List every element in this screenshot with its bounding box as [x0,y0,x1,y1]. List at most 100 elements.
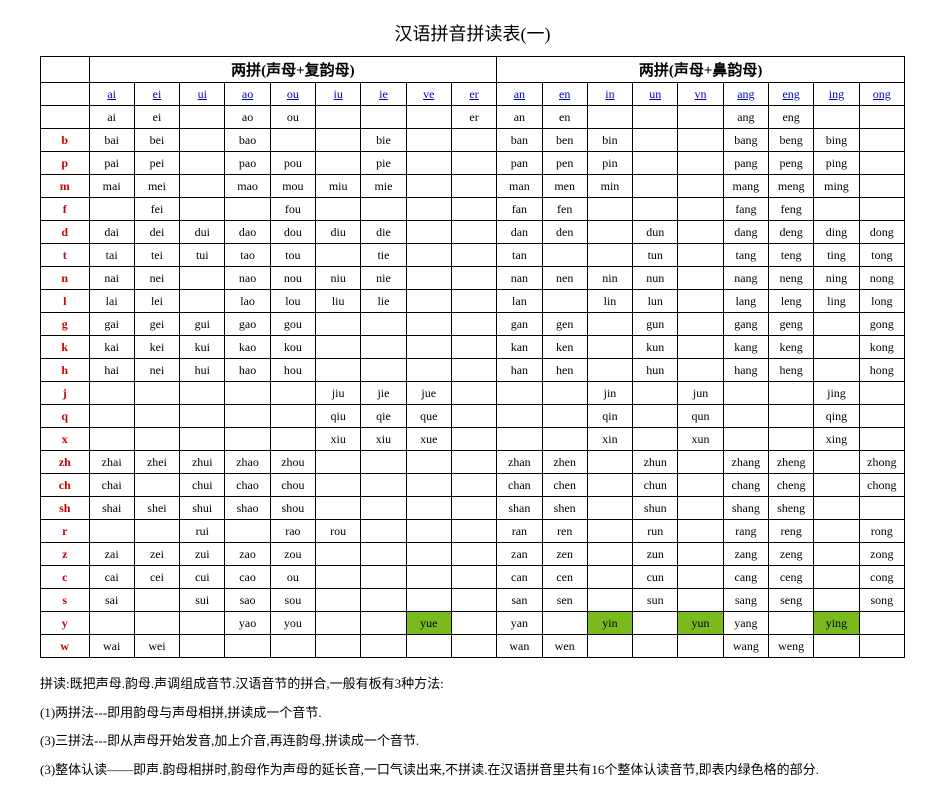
cell: rang [723,520,768,543]
cell: zun [633,543,678,566]
table-row: mmaimeimaomoumiumiemanmenminmangmengming [41,175,905,198]
cell: mang [723,175,768,198]
cell [451,244,496,267]
cell: jing [814,382,859,405]
cell: tan [497,244,542,267]
cell: tai [89,244,134,267]
cell: neng [769,267,814,290]
cell [361,520,406,543]
cell: gun [633,313,678,336]
table-row: ssaisuisaosousansensunsangsengsong [41,589,905,612]
cell: tao [225,244,270,267]
cell: zang [723,543,768,566]
table-row: ccaiceicuicaooucancencuncangcengcong [41,566,905,589]
cell: zhan [497,451,542,474]
cell: ceng [769,566,814,589]
table-row: ppaipeipaopoupiepanpenpinpangpengping [41,152,905,175]
cell [451,382,496,405]
cell: tong [859,244,904,267]
cell: ou [270,106,315,129]
initial-cell-f: f [41,198,90,221]
cell: gai [89,313,134,336]
cell: shai [89,497,134,520]
cell: ao [225,106,270,129]
cell: reng [769,520,814,543]
cell: liu [316,290,361,313]
cell: lai [89,290,134,313]
cell: bai [89,129,134,152]
initial-cell-h: h [41,359,90,382]
table-row: qqiuqiequeqinqunqing [41,405,905,428]
cell: cao [225,566,270,589]
cell: fang [723,198,768,221]
cell: cei [134,566,179,589]
cell [859,635,904,658]
cell: zan [497,543,542,566]
cell [406,152,451,175]
cell [361,359,406,382]
cell [678,520,723,543]
corner-cell-2 [41,83,90,106]
cell [633,612,678,635]
cell: ei [134,106,179,129]
cell: ken [542,336,587,359]
cell [451,313,496,336]
cell: sui [180,589,225,612]
cell: cang [723,566,768,589]
cell [859,106,904,129]
cell: cen [542,566,587,589]
cell [859,175,904,198]
cell [814,359,859,382]
cell [769,428,814,451]
cell: fen [542,198,587,221]
initial-cell-w: w [41,635,90,658]
cell [542,612,587,635]
cell [814,198,859,221]
cell: zhei [134,451,179,474]
table-row: zhzhaizheizhuizhaozhouzhanzhenzhunzhangz… [41,451,905,474]
cell [633,635,678,658]
cell: qie [361,405,406,428]
cell [406,497,451,520]
cell: nao [225,267,270,290]
cell: gui [180,313,225,336]
cell: mei [134,175,179,198]
cell: zeng [769,543,814,566]
cell [678,474,723,497]
cell [89,405,134,428]
cell [678,451,723,474]
cell: cong [859,566,904,589]
cell: an [497,106,542,129]
cell [451,129,496,152]
cell [451,635,496,658]
initial-cell-p: p [41,152,90,175]
cell: sao [225,589,270,612]
final-header-ui: ui [180,83,225,106]
cell: nong [859,267,904,290]
cell: kan [497,336,542,359]
cell: shei [134,497,179,520]
final-header-ong: ong [859,83,904,106]
cell [859,612,904,635]
cell: ning [814,267,859,290]
cell [633,198,678,221]
cell: ben [542,129,587,152]
cell [451,198,496,221]
cell [316,244,361,267]
cell: nang [723,267,768,290]
cell [361,635,406,658]
cell: wan [497,635,542,658]
cell: lang [723,290,768,313]
initial-cell-l: l [41,290,90,313]
cell: ting [814,244,859,267]
cell [587,198,632,221]
cell: pen [542,152,587,175]
cell: kui [180,336,225,359]
cell [316,129,361,152]
cell: bing [814,129,859,152]
final-header-ie: ie [361,83,406,106]
cell: sang [723,589,768,612]
section-right: 两拼(声母+鼻韵母) [497,57,905,83]
cell: meng [769,175,814,198]
cell [316,106,361,129]
